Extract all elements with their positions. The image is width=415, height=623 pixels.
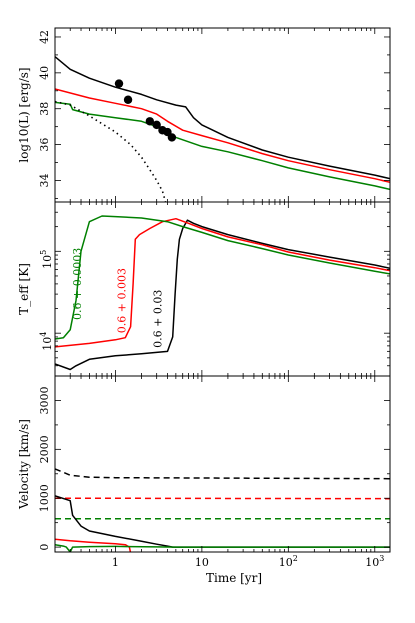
- x-tick-label: 103: [365, 554, 384, 569]
- y-tick-label: 104: [39, 332, 54, 351]
- y-tick-label: 3000: [38, 386, 51, 414]
- y-tick-label: 0: [38, 544, 51, 551]
- axes-frame: [54, 375, 391, 553]
- y-tick-label: 40: [38, 66, 51, 80]
- series-label: 0.6 + 0.0003: [71, 248, 84, 320]
- series-line-middle-1: [55, 217, 390, 348]
- y-tick-label: 36: [38, 138, 51, 152]
- y-axis-label: Velocity [km/s]: [17, 419, 31, 510]
- y-tick-label: 2000: [38, 435, 51, 463]
- y-tick-label: 105: [39, 250, 54, 269]
- x-tick-label: 102: [279, 554, 298, 569]
- series-line-bottom-3: [55, 495, 390, 548]
- data-point: [123, 95, 133, 104]
- data-point: [145, 117, 155, 126]
- data-point: [167, 133, 177, 142]
- data-point: [152, 120, 161, 130]
- data-point: [114, 79, 124, 88]
- panel-bottom: 1 10 102 103 0 1000 2000 3000 Velocity [km/s]: [17, 375, 391, 569]
- series-line-top-1: [55, 88, 390, 184]
- y-tick-label: 38: [38, 102, 51, 116]
- axes-frame: [54, 201, 391, 377]
- series-line-top-2: [55, 101, 390, 191]
- axes-frame: [54, 27, 391, 203]
- series-group: [55, 215, 390, 371]
- x-axis-label: Time [yr]: [206, 571, 262, 585]
- series-line-top-0: [55, 56, 390, 180]
- y-tick-label: 42: [38, 30, 51, 44]
- series-line-top-3: [55, 100, 167, 202]
- series-label: 0.6 + 0.03: [151, 290, 164, 348]
- series-line-middle-0: [55, 219, 390, 371]
- series-line-bottom-1: [55, 497, 390, 500]
- y-axis-label: log10(L) [erg/s]: [17, 67, 31, 162]
- series-group: [55, 468, 390, 552]
- panel-middle: 104 105 T_eff [K] 0.6 + 0.0003 0.6 + 0.003 0.…: [17, 201, 391, 377]
- series-line-bottom-5: [55, 543, 390, 552]
- x-tick-label: 1: [112, 556, 119, 569]
- panel-top: 34 36 38 40 42 log10(L) [erg/s]: [17, 27, 391, 203]
- y-axis-label: T_eff [K]: [17, 263, 31, 315]
- y-tick-label: 1000: [38, 484, 51, 512]
- series-line-bottom-0: [55, 468, 390, 480]
- series-line-middle-2: [55, 215, 390, 340]
- series-group: [55, 56, 390, 202]
- series-label: 0.6 + 0.003: [115, 268, 128, 333]
- x-tick-label: 10: [195, 556, 209, 569]
- y-tick-label: 34: [38, 173, 51, 187]
